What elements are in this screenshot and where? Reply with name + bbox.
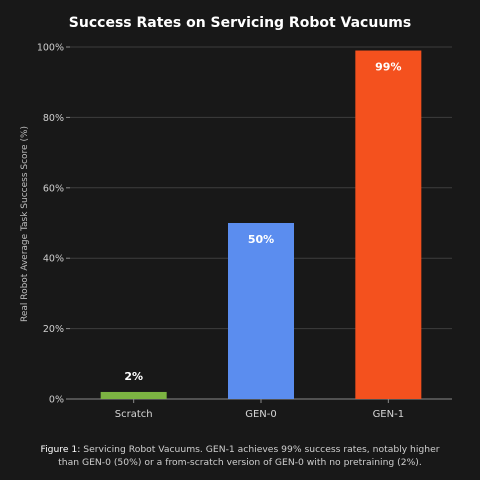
x-tick-label: GEN-1 bbox=[373, 409, 405, 420]
bar-gen-0 bbox=[228, 223, 294, 399]
y-tick-label: 0% bbox=[49, 395, 64, 406]
bar-scratch bbox=[100, 391, 167, 399]
bar-gen-1 bbox=[355, 50, 422, 400]
caption-text-line-1: Servicing Robot Vacuums. GEN-1 achieves … bbox=[80, 444, 440, 455]
y-tick-label: 20% bbox=[43, 324, 64, 335]
y-axis-label: Real Robot Average Task Success Score (%… bbox=[20, 126, 30, 322]
data-label-gen-1: 99% bbox=[375, 61, 401, 74]
bar-chart: Success Rates on Servicing Robot Vacuums… bbox=[20, 15, 452, 420]
y-tick-label: 40% bbox=[43, 254, 64, 265]
x-tick-label: GEN-0 bbox=[245, 409, 277, 420]
figure-caption: Figure 1: Servicing Robot Vacuums. GEN-1… bbox=[12, 443, 468, 470]
data-label-gen-0: 50% bbox=[248, 233, 274, 246]
chart-title: Success Rates on Servicing Robot Vacuums bbox=[69, 15, 411, 31]
y-tick-label: 80% bbox=[43, 113, 64, 124]
y-tick-label: 100% bbox=[37, 43, 64, 54]
figure-label: Figure 1: bbox=[40, 444, 81, 455]
x-tick-label: Scratch bbox=[115, 409, 153, 420]
data-label-scratch: 2% bbox=[124, 370, 143, 383]
y-tick-label: 60% bbox=[43, 183, 64, 194]
caption-text-line-2: than GEN-0 (50%) or a from-scratch versi… bbox=[58, 457, 422, 469]
